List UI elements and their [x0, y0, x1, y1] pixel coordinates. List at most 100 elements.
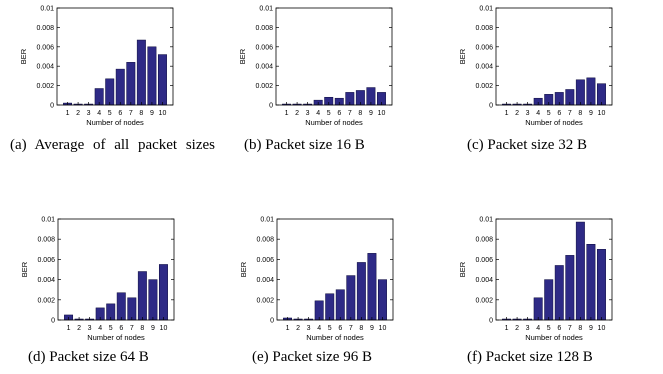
- bar: [127, 297, 137, 321]
- x-tick-label: 6: [337, 110, 341, 117]
- x-tick-label: 8: [578, 325, 582, 332]
- x-tick-label: 6: [118, 110, 122, 117]
- x-tick-label: 10: [160, 325, 168, 332]
- x-tick-label: 8: [139, 110, 143, 117]
- x-axis-label: Number of nodes: [86, 118, 144, 127]
- y-axis-label: BER: [239, 261, 248, 277]
- x-tick-label: 9: [589, 325, 593, 332]
- bar: [586, 77, 596, 106]
- y-tick-label: 0.004: [36, 64, 54, 71]
- y-tick-label: 0.008: [37, 237, 55, 244]
- y-tick-label: 0.01: [479, 6, 493, 13]
- y-tick-label: 0.004: [475, 64, 493, 71]
- bar: [565, 255, 575, 321]
- x-tick-label: 2: [76, 110, 80, 117]
- chart-d: 0 0.002 0.004 0.006 0.008 0.01 1 2 3 4 5 6 7 8 9 10 Numb…: [20, 217, 175, 342]
- chart-c: 0 0.002 0.004 0.006 0.008 0.01 1 2 3 4 5 6 7 8 9 10 Numb…: [458, 6, 613, 127]
- caption-a: (a) Average of all packet sizes: [10, 137, 215, 153]
- y-axis-label: BER: [19, 48, 28, 64]
- y-tick-label: 0: [50, 103, 54, 110]
- x-axis-label: Number of nodes: [525, 333, 583, 342]
- x-tick-label: 6: [557, 110, 561, 117]
- x-tick-label: 3: [88, 325, 92, 332]
- bar: [596, 83, 606, 106]
- x-tick-label: 1: [285, 110, 289, 117]
- caption-c: (c) Packet size 32 B: [467, 137, 587, 153]
- x-tick-label: 7: [568, 325, 572, 332]
- x-tick-label: 5: [547, 110, 551, 117]
- y-tick-label: 0.008: [256, 237, 274, 244]
- x-tick-label: 1: [66, 110, 70, 117]
- y-tick-label: 0.002: [255, 83, 273, 90]
- x-tick-label: 5: [328, 325, 332, 332]
- axes-frame: [495, 218, 613, 321]
- y-axis-label: BER: [20, 261, 29, 277]
- chart-e: 0 0.002 0.004 0.006 0.008 0.01 1 2 3 4 5 6 7 8 9 10 Numb…: [239, 217, 394, 342]
- bar: [136, 39, 146, 106]
- y-axis-label: BER: [238, 48, 247, 64]
- bar: [105, 78, 115, 106]
- bar: [586, 244, 596, 321]
- x-tick-label: 9: [150, 110, 154, 117]
- bar: [367, 253, 377, 321]
- axes-frame: [275, 7, 393, 106]
- y-tick-label: 0.002: [256, 297, 274, 304]
- bar: [575, 79, 585, 106]
- x-tick-label: 5: [109, 325, 113, 332]
- x-tick-label: 3: [306, 110, 310, 117]
- x-tick-label: 5: [108, 110, 112, 117]
- chart-f: 0 0.002 0.004 0.006 0.008 0.01 1 2 3 4 5 6 7 8 9 10 Numb…: [458, 217, 613, 342]
- caption-e: (e) Packet size 96 B: [252, 349, 372, 365]
- x-axis-label: Number of nodes: [306, 333, 364, 342]
- y-tick-label: 0.006: [475, 257, 493, 264]
- y-tick-label: 0.004: [37, 277, 55, 284]
- y-tick-label: 0: [489, 318, 493, 325]
- x-tick-label: 7: [349, 325, 353, 332]
- x-tick-label: 2: [295, 110, 299, 117]
- y-tick-label: 0.006: [256, 257, 274, 264]
- x-tick-label: 3: [526, 110, 530, 117]
- y-tick-label: 0.01: [479, 217, 493, 224]
- y-tick-label: 0.008: [255, 25, 273, 32]
- x-tick-label: 9: [151, 325, 155, 332]
- x-tick-label: 9: [589, 110, 593, 117]
- bar: [356, 262, 366, 321]
- x-tick-label: 7: [129, 110, 133, 117]
- y-tick-label: 0.01: [40, 6, 54, 13]
- bar: [575, 221, 585, 321]
- y-tick-label: 0.002: [37, 297, 55, 304]
- x-tick-label: 4: [98, 325, 102, 332]
- x-tick-label: 4: [97, 110, 101, 117]
- y-tick-label: 0: [51, 318, 55, 325]
- bar: [147, 46, 157, 106]
- caption-b: (b) Packet size 16 B: [244, 137, 365, 153]
- x-tick-label: 3: [87, 110, 91, 117]
- x-axis-label: Number of nodes: [305, 118, 363, 127]
- x-tick-label: 4: [317, 325, 321, 332]
- bar: [544, 279, 554, 321]
- axes-frame: [276, 218, 394, 321]
- x-tick-label: 2: [515, 110, 519, 117]
- x-tick-label: 7: [348, 110, 352, 117]
- y-tick-label: 0.008: [36, 25, 54, 32]
- y-tick-label: 0.006: [255, 44, 273, 51]
- y-tick-label: 0.01: [259, 6, 273, 13]
- bar: [335, 289, 345, 321]
- y-tick-label: 0: [270, 318, 274, 325]
- axes-frame: [495, 7, 613, 106]
- x-tick-label: 6: [338, 325, 342, 332]
- x-tick-label: 4: [316, 110, 320, 117]
- caption-f: (f) Packet size 128 B: [467, 349, 593, 365]
- y-tick-label: 0: [269, 103, 273, 110]
- bar: [126, 62, 136, 106]
- chart-b: 0 0.002 0.004 0.006 0.008 0.01 1 2 3 4 5 6 7 8 9 10 Numb…: [238, 6, 393, 127]
- x-tick-label: 8: [359, 325, 363, 332]
- x-tick-label: 5: [547, 325, 551, 332]
- bar: [158, 264, 168, 321]
- x-tick-label: 9: [369, 110, 373, 117]
- x-tick-label: 1: [286, 325, 290, 332]
- x-tick-label: 1: [67, 325, 71, 332]
- x-axis-label: Number of nodes: [87, 333, 145, 342]
- bar: [116, 292, 126, 321]
- x-tick-label: 6: [119, 325, 123, 332]
